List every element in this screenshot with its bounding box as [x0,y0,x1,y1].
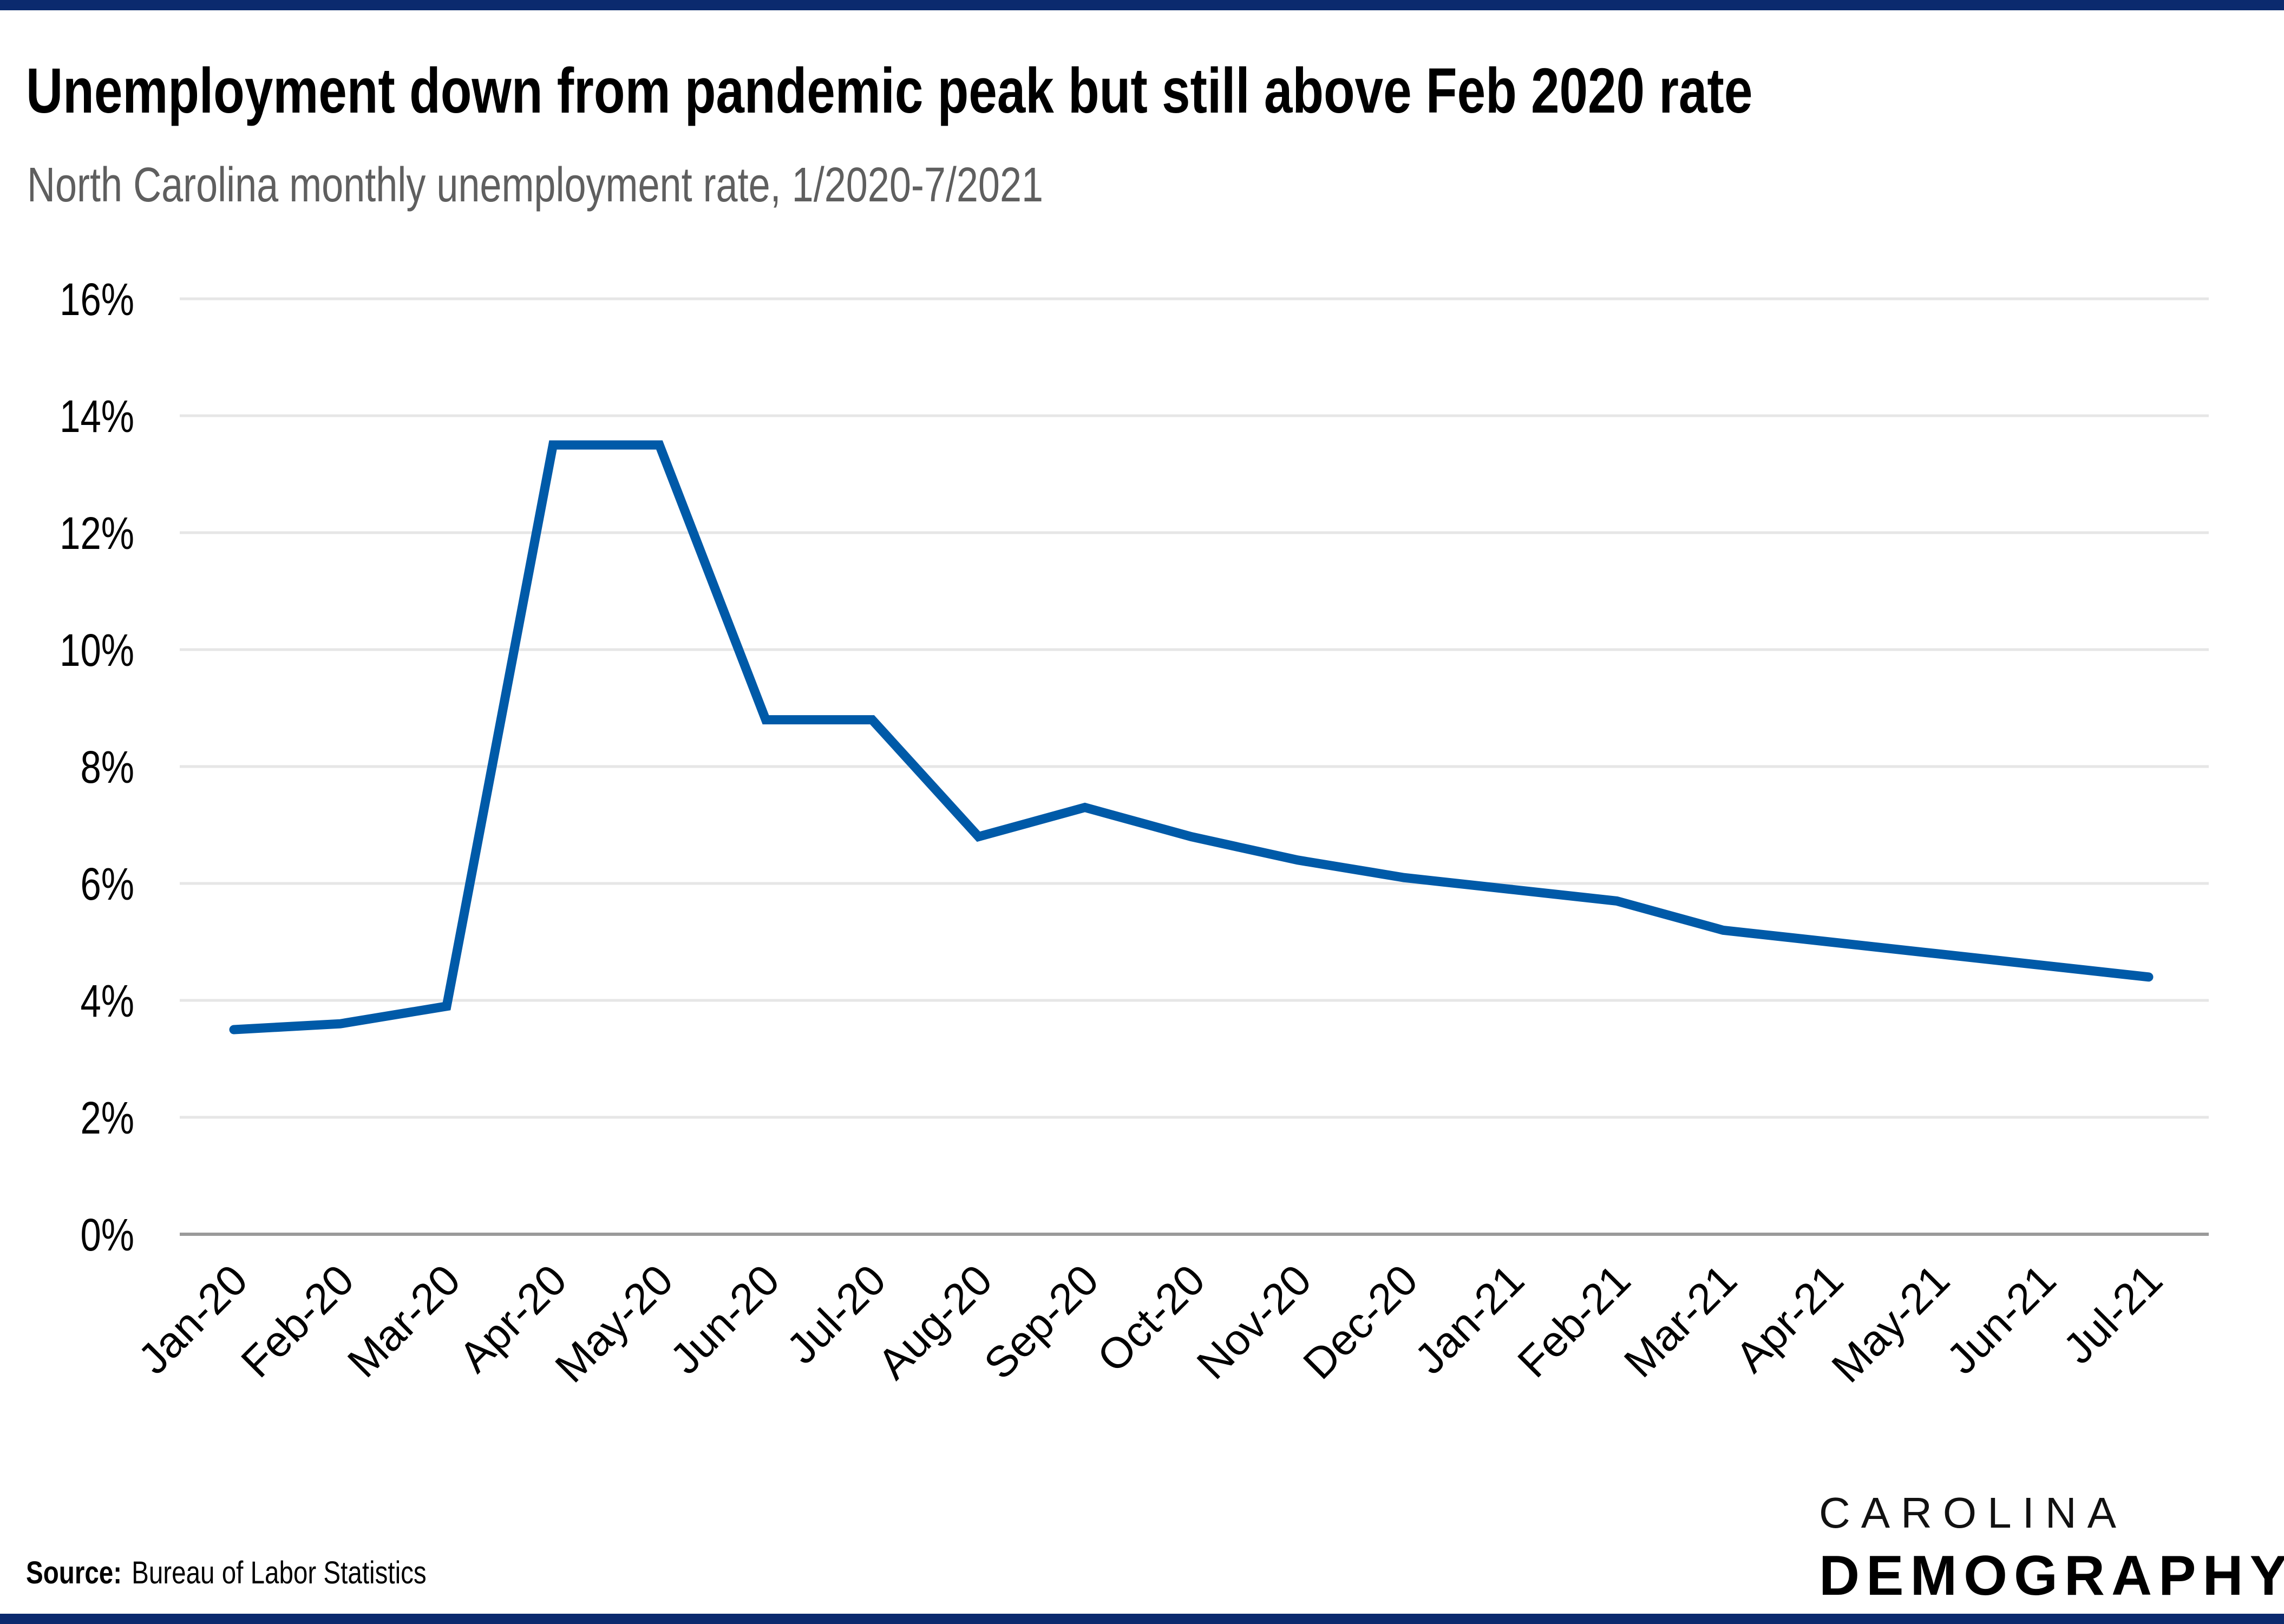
x-tick-label: Nov-20 [1188,1255,1320,1388]
y-tick-label: 0% [80,1210,134,1261]
source-text: Bureau of Labor Statistics [132,1555,427,1590]
x-tick-label: Jun-20 [661,1255,789,1383]
x-tick-label: Feb-20 [232,1255,363,1386]
source-label: Source: [26,1555,122,1590]
bottom-accent-rule [0,1614,2284,1624]
x-tick-label: Dec-20 [1294,1255,1426,1388]
carolina-demography-logo: CAROLINA DEMOGRAPHY [1819,1486,2284,1608]
x-tick-label: May-21 [1822,1255,1959,1392]
top-accent-rule [0,0,2284,10]
y-axis-ticks: 0% 2% 4% 6% 8% 10% 12% 14% 16% [60,274,134,1261]
logo-wordmark-bottom: DEMOGRAPHY [1819,1544,2284,1607]
y-tick-label: 14% [60,391,134,442]
gridlines [180,297,2209,1119]
y-tick-label: 12% [60,508,134,559]
y-tick-label: 10% [60,625,134,676]
x-tick-label: Feb-21 [1508,1255,1639,1386]
x-axis-ticks: Jan-20Feb-20Mar-20Apr-20May-20Jun-20Jul-… [129,1255,2171,1392]
y-tick-label: 4% [80,976,134,1027]
y-tick-label: 8% [80,742,134,793]
chart-title: Unemployment down from pandemic peak but… [26,55,1753,127]
line-chart: 0%2%4%6%8%10%12%14%16% Jan-20Feb-20Mar-2… [60,274,2209,1392]
x-tick-label: Mar-20 [338,1255,469,1386]
x-tick-label: May-20 [546,1255,682,1392]
chart-subtitle: North Carolina monthly unemployment rate… [27,158,1044,212]
x-tick-label: Sep-20 [975,1255,1108,1388]
series-group [229,440,2154,1034]
x-tick-label: Oct-20 [1088,1255,1214,1381]
y-tick-label: 6% [80,859,134,910]
x-tick-label: Aug-20 [868,1255,1001,1388]
logo-wordmark-top: CAROLINA [1819,1489,2127,1537]
source-note: Source: Bureau of Labor Statistics [26,1549,427,1597]
x-tick-label: Mar-21 [1615,1255,1746,1386]
x-tick-label: Jan-20 [129,1255,257,1383]
x-tick-label: Jun-21 [1938,1255,2065,1383]
y-tick-label: 2% [80,1093,134,1144]
x-tick-label: Jul-21 [2054,1255,2171,1373]
y-tick-label: 16% [60,274,134,325]
x-tick-label: Jan-21 [1405,1255,1533,1383]
